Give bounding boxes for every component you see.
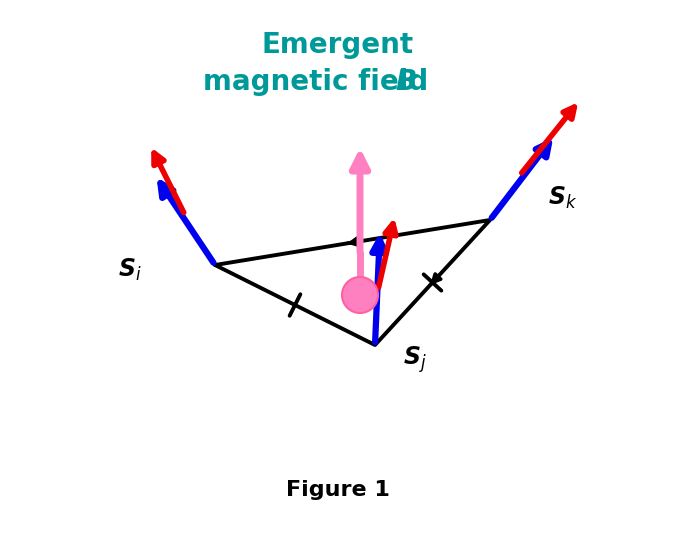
- Text: Emergent: Emergent: [262, 31, 414, 59]
- Text: $\boldsymbol{S}_j$: $\boldsymbol{S}_j$: [403, 345, 427, 375]
- Text: $\boldsymbol{S}_k$: $\boldsymbol{S}_k$: [548, 185, 578, 211]
- Circle shape: [342, 277, 378, 313]
- Text: magnetic field: magnetic field: [203, 68, 437, 96]
- Text: Figure 1: Figure 1: [286, 480, 390, 500]
- Text: $\boldsymbol{S}_i$: $\boldsymbol{S}_i$: [118, 257, 142, 283]
- Text: B: B: [395, 68, 416, 96]
